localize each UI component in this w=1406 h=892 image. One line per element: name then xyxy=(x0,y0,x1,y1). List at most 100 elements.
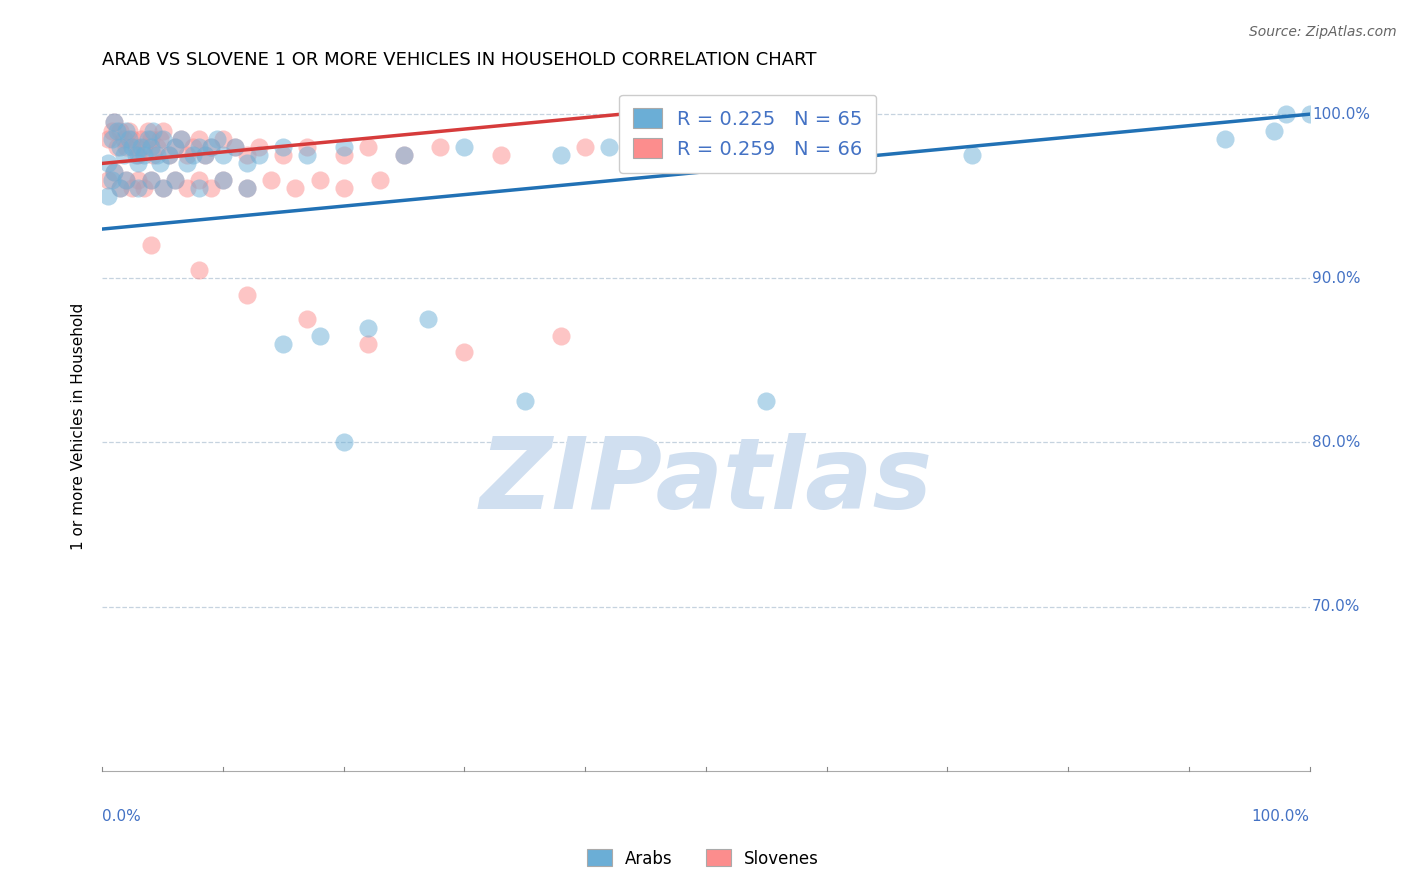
Point xyxy=(115,173,138,187)
Point xyxy=(550,148,572,162)
Point xyxy=(152,181,174,195)
Point xyxy=(163,173,186,187)
Point xyxy=(115,123,138,137)
Point xyxy=(357,320,380,334)
Point xyxy=(247,140,270,154)
Point xyxy=(134,140,156,154)
Point xyxy=(121,140,143,154)
Point xyxy=(187,263,209,277)
Point xyxy=(115,173,138,187)
Point xyxy=(101,173,124,187)
Point xyxy=(97,189,120,203)
Point xyxy=(332,148,354,162)
Point xyxy=(152,181,174,195)
Point xyxy=(212,148,235,162)
Point xyxy=(125,140,148,154)
Point xyxy=(152,123,174,137)
Point xyxy=(429,140,451,154)
Point xyxy=(194,148,217,162)
Point xyxy=(332,435,354,450)
Point xyxy=(187,140,209,154)
Point xyxy=(103,115,125,129)
Point xyxy=(97,132,120,146)
Point xyxy=(127,173,149,187)
Point xyxy=(139,140,162,154)
Point xyxy=(236,287,259,301)
Point xyxy=(453,345,475,359)
Text: Source: ZipAtlas.com: Source: ZipAtlas.com xyxy=(1249,25,1396,39)
Point xyxy=(200,140,222,154)
Point xyxy=(181,140,204,154)
Point xyxy=(103,164,125,178)
Point xyxy=(118,123,141,137)
Point xyxy=(121,132,143,146)
Point xyxy=(110,140,132,154)
Point xyxy=(236,156,259,170)
Point xyxy=(136,132,159,146)
Point xyxy=(127,181,149,195)
Text: 70.0%: 70.0% xyxy=(1312,599,1361,614)
Point xyxy=(145,140,167,154)
Point xyxy=(115,140,138,154)
Text: 100.0%: 100.0% xyxy=(1312,107,1369,121)
Point xyxy=(145,148,167,162)
Point xyxy=(695,148,717,162)
Point xyxy=(157,148,180,162)
Point xyxy=(284,181,307,195)
Point xyxy=(110,123,132,137)
Point xyxy=(1274,107,1296,121)
Point xyxy=(273,337,295,351)
Point xyxy=(1299,107,1322,121)
Text: 80.0%: 80.0% xyxy=(1312,435,1361,450)
Point xyxy=(357,140,380,154)
Text: 100.0%: 100.0% xyxy=(1251,809,1310,823)
Legend: Arabs, Slovenes: Arabs, Slovenes xyxy=(575,838,831,880)
Point xyxy=(136,123,159,137)
Point xyxy=(308,328,330,343)
Point xyxy=(142,148,165,162)
Point xyxy=(297,148,319,162)
Point xyxy=(149,132,172,146)
Text: ARAB VS SLOVENE 1 OR MORE VEHICLES IN HOUSEHOLD CORRELATION CHART: ARAB VS SLOVENE 1 OR MORE VEHICLES IN HO… xyxy=(103,51,817,69)
Point xyxy=(97,173,120,187)
Point xyxy=(297,140,319,154)
Point xyxy=(1263,123,1285,137)
Point xyxy=(332,181,354,195)
Point xyxy=(187,132,209,146)
Point xyxy=(163,140,186,154)
Point xyxy=(200,181,222,195)
Point xyxy=(236,181,259,195)
Point xyxy=(139,173,162,187)
Point xyxy=(755,394,778,409)
Point xyxy=(97,156,120,170)
Point xyxy=(134,148,156,162)
Point xyxy=(297,312,319,326)
Point xyxy=(139,238,162,252)
Point xyxy=(212,173,235,187)
Point xyxy=(815,140,838,154)
Point xyxy=(236,181,259,195)
Point xyxy=(368,173,391,187)
Point xyxy=(187,181,209,195)
Point xyxy=(139,132,162,146)
Point xyxy=(129,132,152,146)
Point xyxy=(260,173,283,187)
Point xyxy=(157,148,180,162)
Point xyxy=(118,132,141,146)
Point xyxy=(163,173,186,187)
Point xyxy=(205,132,228,146)
Point xyxy=(142,123,165,137)
Point xyxy=(194,148,217,162)
Point xyxy=(105,140,128,154)
Point xyxy=(101,132,124,146)
Point xyxy=(574,140,596,154)
Point xyxy=(308,173,330,187)
Point xyxy=(176,181,198,195)
Point xyxy=(513,394,536,409)
Point xyxy=(149,156,172,170)
Point xyxy=(453,140,475,154)
Point xyxy=(550,328,572,343)
Point xyxy=(170,132,193,146)
Point xyxy=(127,156,149,170)
Text: 0.0%: 0.0% xyxy=(103,809,141,823)
